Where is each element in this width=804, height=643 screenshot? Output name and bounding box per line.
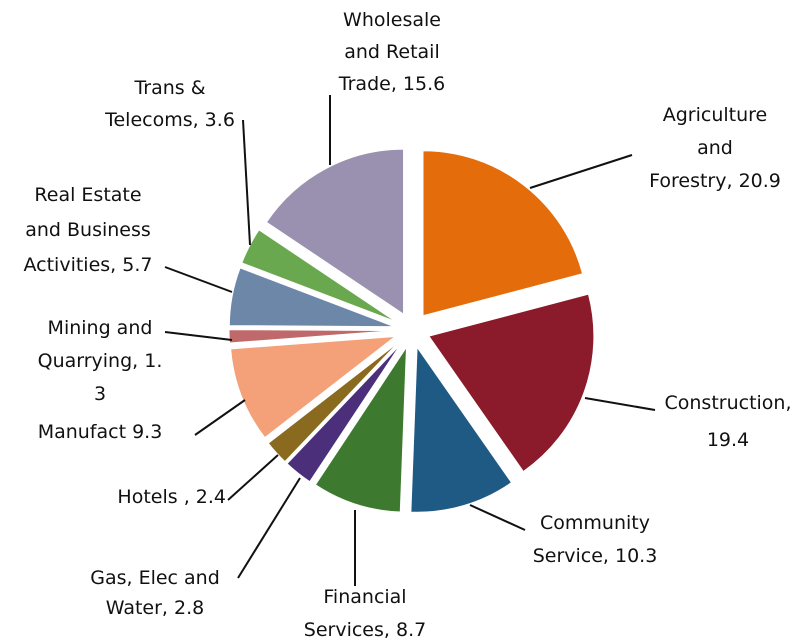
data-label: Gas, Elec and Water, 2.8 [90,567,220,619]
data-label: Community Service, 10.3 [533,512,658,567]
pie-slice [267,341,400,463]
data-label: Trans & Telecoms, 3.6 [104,77,235,131]
data-label: Agriculture and Forestry, 20.9 [649,104,781,192]
leader-line [242,119,251,246]
pie-slice [410,345,513,513]
data-label: Hotels , 2.4 [117,486,226,508]
leader-line [237,477,301,579]
data-label: Mining and Quarrying, 1. 3 [38,317,163,405]
data-label: Manufact 9.3 [38,421,163,443]
leader-line [164,266,233,293]
leader-line [584,397,656,411]
leader-line [529,154,633,189]
data-label: Wholesale and Retail Trade, 15.6 [338,9,445,95]
pie-slice [428,293,595,473]
pie-slice [241,229,397,323]
leader-line [227,454,279,501]
data-label: Real Estate and Business Activities, 5.7 [24,184,153,276]
pie-slice [230,335,397,439]
pie-slice [422,150,584,317]
data-label: Financial Services, 8.7 [304,586,426,641]
pie-slice [265,148,405,316]
pie-slice [228,329,395,344]
leader-line [194,399,246,436]
pie-slice [286,343,402,483]
pie-slice [314,345,408,513]
leader-line [164,331,233,341]
pie-slice [228,267,395,328]
data-label: Construction, 19.4 [664,392,791,451]
leader-line [469,504,526,531]
